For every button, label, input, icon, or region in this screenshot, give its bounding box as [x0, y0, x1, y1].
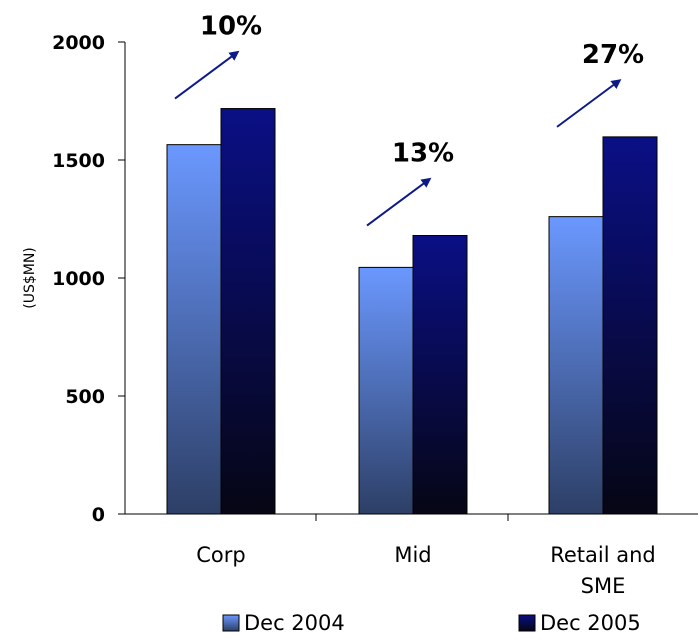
- legend-swatch: [222, 614, 240, 632]
- bar-dec-2004: [548, 216, 604, 515]
- bar-dec-2005: [412, 235, 468, 515]
- bar-dec-2005: [602, 136, 658, 515]
- legend-swatch: [518, 614, 536, 632]
- plot-area: 0 500 1000 1500 2000 (US$MN) Corp 10% Mid 13% Reta…: [22, 12, 698, 598]
- legend-label: Dec 2004: [244, 611, 345, 635]
- category-label: SME: [581, 574, 626, 598]
- y-tick-label: 1000: [52, 268, 105, 290]
- growth-label: 13%: [392, 139, 454, 169]
- legend: Dec 2004 Dec 2005: [222, 611, 641, 635]
- growth-label: 10%: [200, 12, 262, 42]
- category-label: Corp: [196, 543, 245, 567]
- y-tick-label: 500: [65, 386, 105, 408]
- growth-arrow: [556, 79, 622, 128]
- bar-dec-2004: [166, 144, 222, 515]
- growth-label: 27%: [582, 40, 644, 70]
- bar-dec-2005: [220, 108, 276, 515]
- y-axis-label: (US$MN): [22, 247, 38, 309]
- growth-arrow: [366, 177, 432, 227]
- growth-arrow: [174, 50, 240, 100]
- legend-label: Dec 2005: [540, 611, 641, 635]
- y-tick-label: 2000: [52, 32, 105, 54]
- category-label: Mid: [394, 543, 431, 567]
- bar-dec-2004: [358, 266, 414, 515]
- y-tick-label: 0: [92, 504, 105, 526]
- category-label: Retail and: [550, 543, 656, 567]
- y-tick-label: 1500: [52, 150, 105, 172]
